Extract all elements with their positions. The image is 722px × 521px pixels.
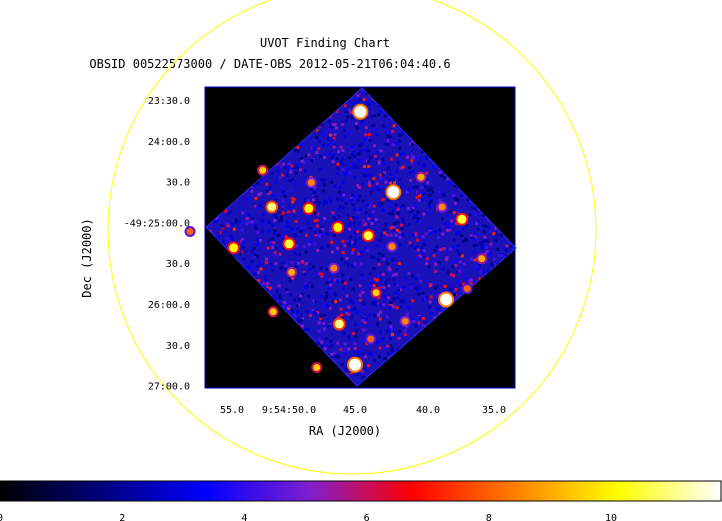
- colorbar: [0, 480, 722, 502]
- y-tick-label: 30.0: [166, 259, 190, 270]
- source-marker: [304, 203, 314, 213]
- source-marker: [284, 239, 294, 249]
- x-tick-labels: 55.0 9:54:50.0 45.0 40.0 35.0: [220, 405, 506, 416]
- source-marker: [186, 228, 194, 235]
- x-tick-label: 40.0: [416, 405, 440, 416]
- source-marker: [334, 319, 344, 329]
- source-marker: [387, 186, 400, 199]
- source-marker: [478, 255, 486, 263]
- colorbar-tick-label: 10: [605, 513, 617, 521]
- region-circle: [107, 0, 597, 475]
- source-marker: [267, 202, 277, 212]
- colorbar-tick-labels: 0 2 4 6 8 10: [0, 513, 617, 521]
- source-marker: [354, 105, 367, 118]
- y-tick-label: 26:00.0: [148, 300, 190, 311]
- source-marker: [440, 293, 453, 306]
- source-marker: [388, 243, 396, 250]
- y-tick-label: 23:30.0: [148, 96, 190, 107]
- chart-subtitle: OBSID 00522573000 / DATE-OBS 2012-05-21T…: [89, 57, 450, 71]
- source-marker: [349, 358, 361, 371]
- source-marker: [372, 289, 380, 297]
- source-marker: [307, 179, 315, 187]
- source-marker: [229, 243, 239, 253]
- colorbar-tick-label: 4: [241, 513, 247, 521]
- source-marker: [333, 222, 343, 232]
- source-marker: [313, 364, 321, 371]
- y-tick-label: -49:25:00.0: [124, 218, 190, 229]
- source-marker: [401, 317, 409, 325]
- colorbar-tick-label: 6: [364, 513, 370, 521]
- source-marker: [367, 335, 375, 343]
- x-tick-label: 55.0: [220, 405, 244, 416]
- source-marker: [288, 268, 296, 276]
- y-tick-label: 30.0: [166, 341, 190, 352]
- source-marker: [438, 203, 446, 211]
- y-tick-label: 24:00.0: [148, 137, 190, 148]
- y-tick-label: 30.0: [166, 178, 190, 189]
- colorbar-tick-label: 8: [486, 513, 492, 521]
- source-markers: [184, 103, 488, 373]
- source-marker: [330, 264, 338, 272]
- source-marker: [457, 214, 467, 224]
- source-marker: [417, 173, 425, 181]
- x-tick-label: 35.0: [482, 405, 506, 416]
- chart-title: UVOT Finding Chart: [260, 36, 390, 50]
- x-axis-label: RA (J2000): [309, 424, 381, 438]
- colorbar-tick-label: 2: [119, 513, 125, 521]
- source-marker: [269, 308, 277, 316]
- source-marker: [259, 166, 267, 174]
- source-marker: [363, 231, 373, 241]
- colorbar-tick-label: 0: [0, 513, 3, 521]
- x-tick-label: 45.0: [343, 405, 367, 416]
- source-marker: [463, 285, 471, 293]
- y-tick-label: 27:00.0: [148, 382, 190, 393]
- x-tick-label: 9:54:50.0: [262, 405, 316, 416]
- y-tick-labels: 23:30.0 24:00.0 30.0 -49:25:00.0 30.0 26:00.0…: [124, 96, 190, 393]
- y-axis-label: Dec (J2000): [80, 218, 94, 297]
